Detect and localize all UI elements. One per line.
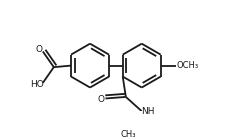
Text: HO: HO [30,80,44,89]
Text: O: O [97,95,104,104]
Text: CH₃: CH₃ [120,130,136,139]
Text: OCH₃: OCH₃ [176,61,198,70]
Text: NH: NH [141,107,154,116]
Text: O: O [35,46,42,54]
